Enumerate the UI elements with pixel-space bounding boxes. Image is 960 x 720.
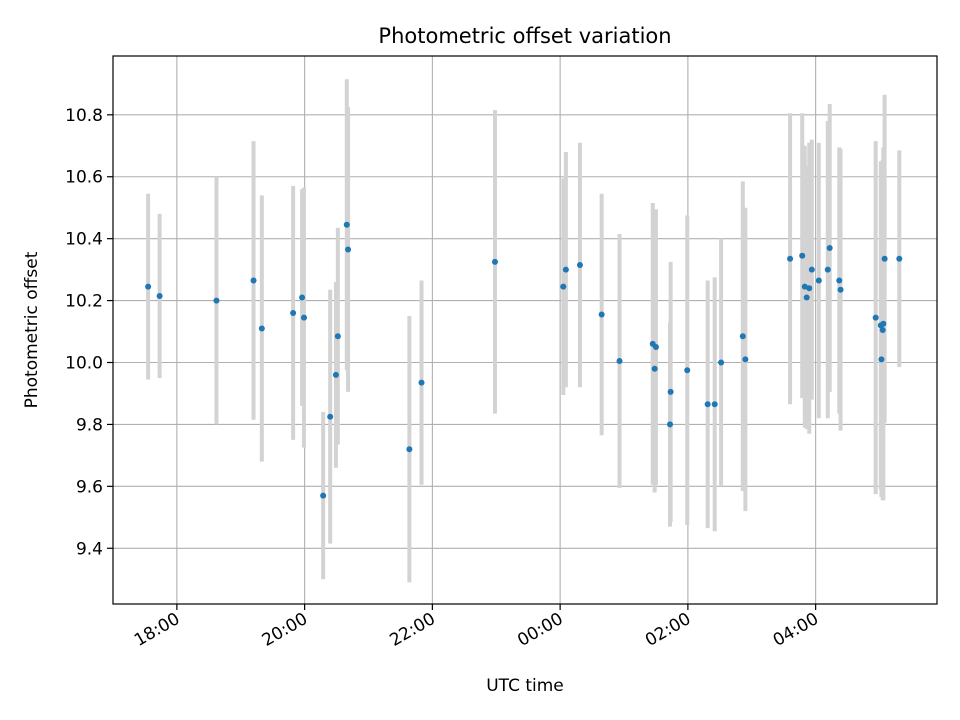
data-point: [787, 255, 794, 262]
y-tick-label: 9.4: [76, 539, 103, 559]
y-tick-label: 10.2: [65, 292, 103, 312]
data-point: [879, 327, 886, 333]
data-point: [881, 255, 888, 262]
data-point: [345, 246, 352, 253]
data-point: [878, 356, 885, 363]
data-point: [576, 261, 583, 268]
data-point: [826, 244, 833, 251]
data-point: [711, 401, 718, 408]
data-point: [327, 413, 334, 420]
data-point: [300, 314, 307, 321]
data-point: [299, 294, 306, 301]
data-point: [742, 356, 749, 363]
data-point: [704, 401, 711, 408]
data-point: [803, 294, 810, 301]
data-point: [718, 359, 725, 366]
data-point: [418, 379, 425, 386]
data-point: [250, 277, 257, 284]
data-point: [896, 255, 903, 262]
y-axis-label: Photometric offset: [22, 251, 42, 408]
y-axis: 9.4 9.6 9.8 10.0 10.2 10.4 10.6 10.8: [65, 106, 113, 559]
y-tick-label: 9.8: [76, 415, 103, 435]
y-tick-label: 10.4: [65, 230, 103, 250]
data-point: [213, 297, 220, 304]
y-tick-label: 10.0: [65, 354, 103, 374]
data-point: [836, 277, 843, 284]
data-point: [739, 333, 746, 340]
data-point: [332, 371, 339, 378]
data-point: [406, 446, 413, 453]
data-point: [616, 357, 623, 364]
chart-title: Photometric offset variation: [378, 24, 671, 48]
plot-area-frame: [112, 55, 938, 605]
data-point: [880, 320, 887, 327]
data-point: [684, 367, 691, 374]
data-point: [145, 283, 152, 290]
y-tick-label: 10.8: [65, 106, 103, 126]
x-axis-label: UTC time: [486, 676, 564, 696]
data-point: [562, 266, 569, 273]
data-point: [837, 286, 844, 293]
data-point: [652, 344, 659, 351]
data-point: [815, 277, 822, 284]
grid-lines: [113, 56, 937, 604]
data-point: [824, 266, 831, 273]
data-point: [560, 283, 567, 290]
data-point: [667, 388, 674, 395]
y-tick-label: 9.6: [76, 477, 103, 497]
data-point: [491, 258, 498, 265]
data-point: [343, 221, 350, 228]
data-point: [651, 365, 658, 372]
data-point: [156, 292, 163, 299]
data-point: [806, 285, 813, 292]
data-point: [799, 252, 806, 259]
data-point: [666, 421, 673, 428]
data-point: [872, 314, 879, 321]
data-point: [290, 309, 297, 316]
data-point: [258, 325, 265, 332]
data-point: [320, 492, 327, 499]
data-point: [808, 266, 815, 273]
y-tick-label: 10.6: [65, 168, 103, 188]
data-point: [598, 311, 605, 318]
data-points: [145, 221, 903, 499]
data-point: [334, 333, 341, 340]
